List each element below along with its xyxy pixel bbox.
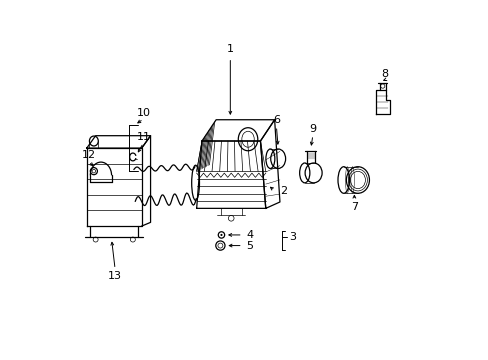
Text: 7: 7 <box>350 202 357 212</box>
Text: 2: 2 <box>279 186 286 195</box>
Text: 8: 8 <box>380 69 387 79</box>
Text: 11: 11 <box>136 132 150 143</box>
Text: 13: 13 <box>108 271 122 281</box>
Circle shape <box>220 234 222 236</box>
Text: 10: 10 <box>136 108 150 118</box>
Text: 3: 3 <box>288 232 295 242</box>
Text: 5: 5 <box>246 240 253 251</box>
Text: 9: 9 <box>309 123 316 134</box>
Text: 6: 6 <box>272 115 279 125</box>
Text: 12: 12 <box>81 150 96 160</box>
Text: 1: 1 <box>226 44 233 54</box>
Text: 4: 4 <box>246 230 253 240</box>
